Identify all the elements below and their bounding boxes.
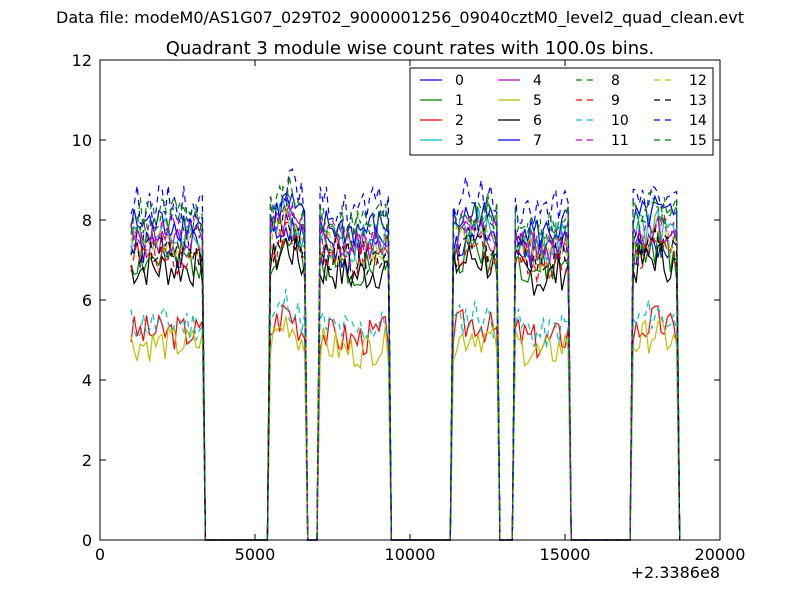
- y-tick-label: 4: [82, 371, 92, 390]
- series-line-9: [130, 221, 681, 541]
- series-line-7: [130, 192, 681, 541]
- y-tick-label: 8: [82, 211, 92, 230]
- suptitle: Data file: modeM0/AS1G07_029T02_90000012…: [56, 8, 744, 27]
- legend-label-5: 5: [533, 93, 542, 109]
- legend-label-9: 9: [611, 93, 620, 109]
- series-line-14: [130, 168, 681, 541]
- legend-label-6: 6: [533, 113, 542, 129]
- legend-label-11: 11: [611, 133, 629, 149]
- legend-label-15: 15: [689, 133, 707, 149]
- x-tick-label: 15000: [540, 545, 591, 564]
- x-tick-label: 10000: [385, 545, 436, 564]
- legend-label-8: 8: [611, 73, 620, 89]
- series-line-3: [130, 198, 681, 541]
- series-layer: [130, 168, 681, 541]
- x-tick-label: 20000: [695, 545, 746, 564]
- x-tick-label: 0: [95, 545, 105, 564]
- legend-label-12: 12: [689, 73, 707, 89]
- chart-title: Quadrant 3 module wise count rates with …: [166, 38, 655, 59]
- legend-label-2: 2: [455, 113, 464, 129]
- legend-label-1: 1: [455, 93, 464, 109]
- legend-label-10: 10: [611, 113, 629, 129]
- y-tick-label: 6: [82, 291, 92, 310]
- legend-label-3: 3: [455, 133, 464, 149]
- series-line-8: [130, 185, 681, 541]
- series-line-6: [130, 236, 681, 541]
- series-line-2: [130, 303, 681, 541]
- y-tick-label: 10: [72, 131, 92, 150]
- legend-label-13: 13: [689, 93, 707, 109]
- y-tick-label: 0: [82, 531, 92, 550]
- x-offset-label: +2.3386e8: [631, 563, 720, 582]
- y-tick-label: 12: [72, 51, 92, 70]
- series-line-12: [130, 205, 681, 541]
- series-line-11: [130, 195, 681, 541]
- legend-label-7: 7: [533, 133, 542, 149]
- series-line-5: [130, 316, 681, 541]
- series-line-0: [130, 217, 681, 541]
- legend-label-0: 0: [455, 73, 464, 89]
- series-line-1: [130, 228, 681, 541]
- legend-label-14: 14: [689, 113, 707, 129]
- y-tick-label: 2: [82, 451, 92, 470]
- series-line-15: [130, 175, 681, 541]
- legend-box: [409, 67, 714, 156]
- x-tick-label: 5000: [235, 545, 276, 564]
- series-line-10: [130, 288, 681, 541]
- series-line-13: [130, 211, 681, 541]
- legend-label-4: 4: [533, 73, 542, 89]
- series-line-4: [130, 202, 681, 541]
